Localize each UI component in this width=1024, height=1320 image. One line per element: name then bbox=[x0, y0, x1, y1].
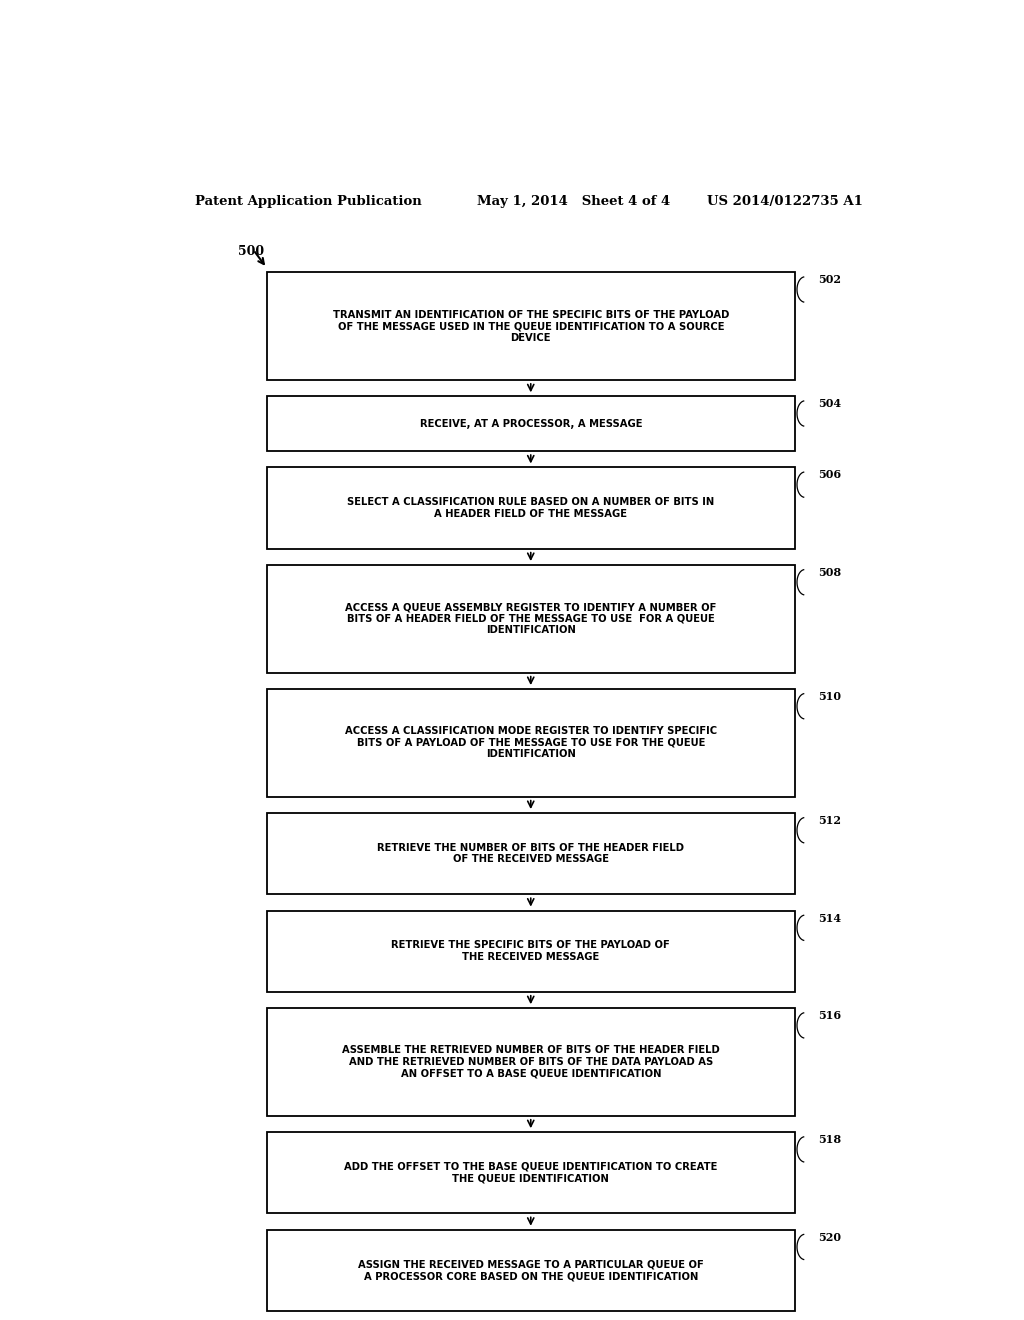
Text: May 1, 2014   Sheet 4 of 4: May 1, 2014 Sheet 4 of 4 bbox=[477, 195, 671, 209]
Text: SELECT A CLASSIFICATION RULE BASED ON A NUMBER OF BITS IN
A HEADER FIELD OF THE : SELECT A CLASSIFICATION RULE BASED ON A … bbox=[347, 498, 715, 519]
Text: 506: 506 bbox=[818, 470, 842, 480]
Text: RETRIEVE THE NUMBER OF BITS OF THE HEADER FIELD
OF THE RECEIVED MESSAGE: RETRIEVE THE NUMBER OF BITS OF THE HEADE… bbox=[377, 842, 684, 865]
Text: RETRIEVE THE SPECIFIC BITS OF THE PAYLOAD OF
THE RECEIVED MESSAGE: RETRIEVE THE SPECIFIC BITS OF THE PAYLOA… bbox=[391, 940, 670, 962]
Text: RECEIVE, AT A PROCESSOR, A MESSAGE: RECEIVE, AT A PROCESSOR, A MESSAGE bbox=[420, 418, 642, 429]
Text: ADD THE OFFSET TO THE BASE QUEUE IDENTIFICATION TO CREATE
THE QUEUE IDENTIFICATI: ADD THE OFFSET TO THE BASE QUEUE IDENTIF… bbox=[344, 1162, 718, 1184]
Text: 514: 514 bbox=[818, 912, 842, 924]
Text: 518: 518 bbox=[818, 1134, 842, 1146]
Text: ASSEMBLE THE RETRIEVED NUMBER OF BITS OF THE HEADER FIELD
AND THE RETRIEVED NUMB: ASSEMBLE THE RETRIEVED NUMBER OF BITS OF… bbox=[342, 1045, 720, 1078]
Bar bbox=[267, 467, 795, 549]
Text: US 2014/0122735 A1: US 2014/0122735 A1 bbox=[708, 195, 863, 209]
Text: 510: 510 bbox=[818, 690, 842, 702]
Text: 512: 512 bbox=[818, 814, 842, 826]
Text: 502: 502 bbox=[818, 275, 842, 285]
Text: 516: 516 bbox=[818, 1010, 842, 1022]
Bar bbox=[267, 1133, 795, 1213]
Text: Patent Application Publication: Patent Application Publication bbox=[196, 195, 422, 209]
Text: 504: 504 bbox=[818, 399, 842, 409]
Text: ACCESS A QUEUE ASSEMBLY REGISTER TO IDENTIFY A NUMBER OF
BITS OF A HEADER FIELD : ACCESS A QUEUE ASSEMBLY REGISTER TO IDEN… bbox=[345, 602, 717, 635]
Text: TRANSMIT AN IDENTIFICATION OF THE SPECIFIC BITS OF THE PAYLOAD
OF THE MESSAGE US: TRANSMIT AN IDENTIFICATION OF THE SPECIF… bbox=[333, 309, 729, 343]
Bar bbox=[267, 689, 795, 797]
Text: 500: 500 bbox=[238, 244, 263, 257]
Text: ASSIGN THE RECEIVED MESSAGE TO A PARTICULAR QUEUE OF
A PROCESSOR CORE BASED ON T: ASSIGN THE RECEIVED MESSAGE TO A PARTICU… bbox=[357, 1259, 703, 1282]
Bar bbox=[267, 911, 795, 991]
Bar bbox=[267, 1230, 795, 1311]
Bar bbox=[267, 813, 795, 894]
Bar bbox=[267, 396, 795, 451]
Bar bbox=[267, 1008, 795, 1115]
Bar bbox=[267, 272, 795, 380]
Text: ACCESS A CLASSIFICATION MODE REGISTER TO IDENTIFY SPECIFIC
BITS OF A PAYLOAD OF : ACCESS A CLASSIFICATION MODE REGISTER TO… bbox=[345, 726, 717, 759]
Bar bbox=[267, 565, 795, 673]
Text: 520: 520 bbox=[818, 1232, 842, 1242]
Text: 508: 508 bbox=[818, 568, 842, 578]
